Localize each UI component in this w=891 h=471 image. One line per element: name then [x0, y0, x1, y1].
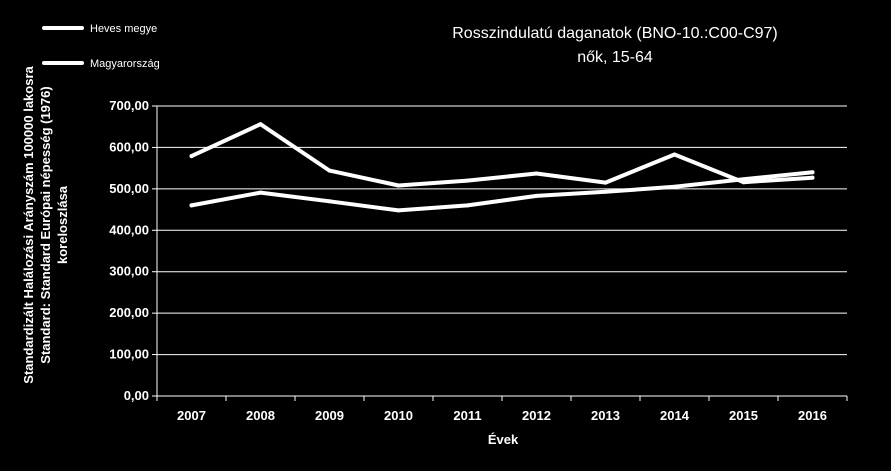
- axes: [152, 105, 848, 401]
- y-tick-label: 700,00: [109, 98, 149, 113]
- data-point: [741, 177, 746, 182]
- data-point: [810, 175, 815, 180]
- x-tick-label: 2007: [177, 408, 206, 423]
- data-point: [603, 189, 608, 194]
- data-point: [603, 180, 608, 185]
- series-line-magyarorszag: [189, 170, 815, 213]
- legend: Heves megye Magyarország: [42, 23, 160, 70]
- data-point: [258, 122, 263, 127]
- y-tick-label: 100,00: [109, 347, 149, 362]
- data-point: [258, 190, 263, 195]
- y-tick-label: 600,00: [109, 139, 149, 154]
- data-point: [534, 193, 539, 198]
- data-point: [396, 183, 401, 188]
- x-tick-label: 2015: [729, 408, 758, 423]
- y-tick-label: 300,00: [109, 264, 149, 279]
- data-point: [327, 199, 332, 204]
- series-line-heves-megye: [189, 122, 815, 188]
- y-tick-label: 500,00: [109, 181, 149, 196]
- x-tick-label: 2012: [522, 408, 551, 423]
- grid: [157, 105, 847, 356]
- legend-label-magyarorszag: Magyarország: [90, 58, 160, 70]
- data-point: [534, 171, 539, 176]
- data-point: [672, 152, 677, 157]
- legend-label-heves: Heves megye: [90, 23, 157, 35]
- x-tick-label: 2008: [246, 408, 275, 423]
- x-tick-label: 2011: [453, 408, 481, 423]
- data-point: [189, 203, 194, 208]
- y-tick-label: 200,00: [109, 305, 149, 320]
- y-ticks: 0,00 100,00 200,00 300,00 400,00 500,00 600,00…: [109, 98, 149, 403]
- data-point: [465, 203, 470, 208]
- data-point: [396, 208, 401, 213]
- x-tick-label: 2016: [798, 408, 827, 423]
- y-axis-label-line-3: koreloszlása: [55, 185, 70, 264]
- data-point: [327, 168, 332, 173]
- data-point: [465, 178, 470, 183]
- x-ticks: 2007 2008 2009 2010 2011 2012 2013 2014 2015 2016: [177, 408, 827, 423]
- x-tick-label: 2010: [384, 408, 413, 423]
- data-point: [672, 184, 677, 189]
- x-tick-label: 2009: [315, 408, 344, 423]
- data-point: [189, 154, 194, 159]
- y-tick-label: 400,00: [109, 222, 149, 237]
- series: [189, 122, 815, 213]
- y-axis-label: Standardizált Halálozási Arányszám 10000…: [21, 66, 70, 384]
- chart-subtitle: nők, 15-64: [577, 49, 653, 66]
- y-tick-label: 0,00: [124, 388, 149, 403]
- chart-title: Rosszindulatú daganatok (BNO-10.:C00-C97…: [452, 25, 778, 42]
- legend-item-heves: Heves megye: [42, 23, 157, 35]
- x-tick-label: 2014: [660, 408, 690, 423]
- x-axis-label: Évek: [488, 432, 519, 447]
- y-axis-label-line-1: Standardizált Halálozási Arányszám 10000…: [21, 66, 36, 384]
- x-tick-label: 2013: [591, 408, 620, 423]
- legend-item-magyarorszag: Magyarország: [42, 58, 160, 70]
- data-point: [810, 170, 815, 175]
- y-axis-label-line-2: Standard: Standard Európai népesség (197…: [38, 86, 53, 363]
